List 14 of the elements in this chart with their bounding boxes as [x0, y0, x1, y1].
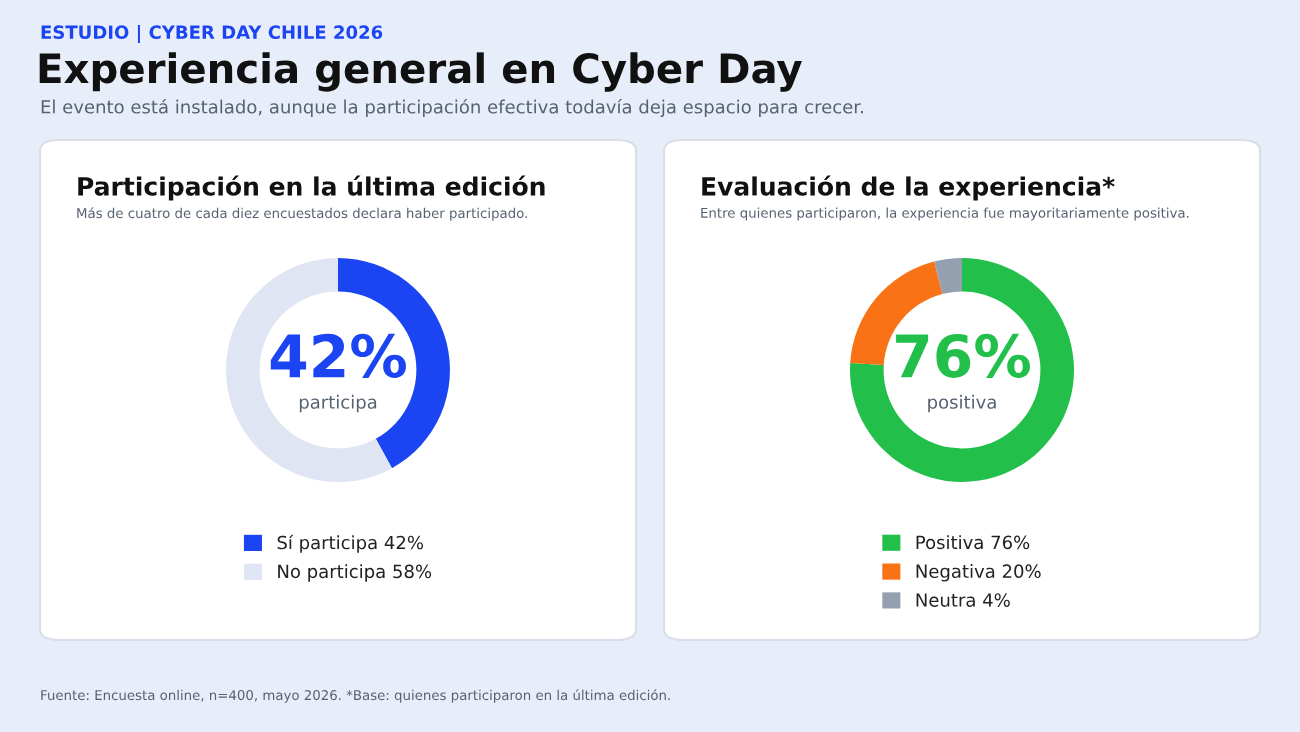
text: 76% [896, 333, 1030, 378]
legend-label: Sí participa 42% [277, 534, 424, 553]
text: Experiencia general en Cyber Day [39, 52, 802, 92]
legend-label: Negativa 20% [916, 564, 1041, 582]
legend-label: Positiva 76% [916, 535, 1030, 550]
chart-title: Participación en la última edición [78, 175, 545, 201]
text: positiva [928, 394, 996, 413]
text: 42% [270, 333, 406, 378]
chart-title: Evaluación de la experiencia* [702, 175, 1115, 201]
text: El evento está instalado, aunque la participación efectiva todavía deja espacio para crecer. [41, 98, 863, 118]
legend-label: No participa 58% [278, 564, 432, 582]
legend-label: Neutra 4% [916, 593, 1010, 607]
text: ESTUDIO | CYBER DAY CHILE 2026 [41, 24, 383, 44]
text: participa [299, 394, 377, 413]
